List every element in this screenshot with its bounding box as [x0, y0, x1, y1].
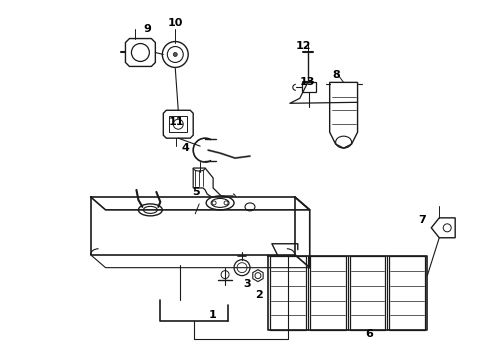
Polygon shape [193, 168, 233, 204]
Ellipse shape [173, 53, 177, 57]
Text: 1: 1 [208, 310, 216, 320]
Bar [302, 82, 316, 92]
Text: 11: 11 [169, 117, 184, 127]
Text: 13: 13 [300, 77, 316, 87]
Polygon shape [390, 256, 425, 330]
Text: 7: 7 [418, 215, 426, 225]
Text: 8: 8 [333, 71, 341, 80]
Text: 9: 9 [144, 24, 151, 33]
Polygon shape [91, 197, 295, 255]
Text: 12: 12 [296, 41, 312, 50]
Polygon shape [125, 39, 155, 67]
Polygon shape [253, 270, 263, 282]
Text: 10: 10 [168, 18, 183, 28]
Text: 3: 3 [243, 279, 251, 289]
Polygon shape [270, 256, 306, 330]
Text: 5: 5 [193, 187, 200, 197]
Polygon shape [431, 218, 455, 238]
Text: 6: 6 [366, 329, 373, 339]
Text: 2: 2 [255, 289, 263, 300]
Polygon shape [349, 256, 386, 330]
Polygon shape [163, 110, 193, 138]
Polygon shape [310, 256, 345, 330]
Text: 4: 4 [181, 143, 189, 153]
Bar [169, 116, 187, 132]
Polygon shape [330, 82, 358, 148]
